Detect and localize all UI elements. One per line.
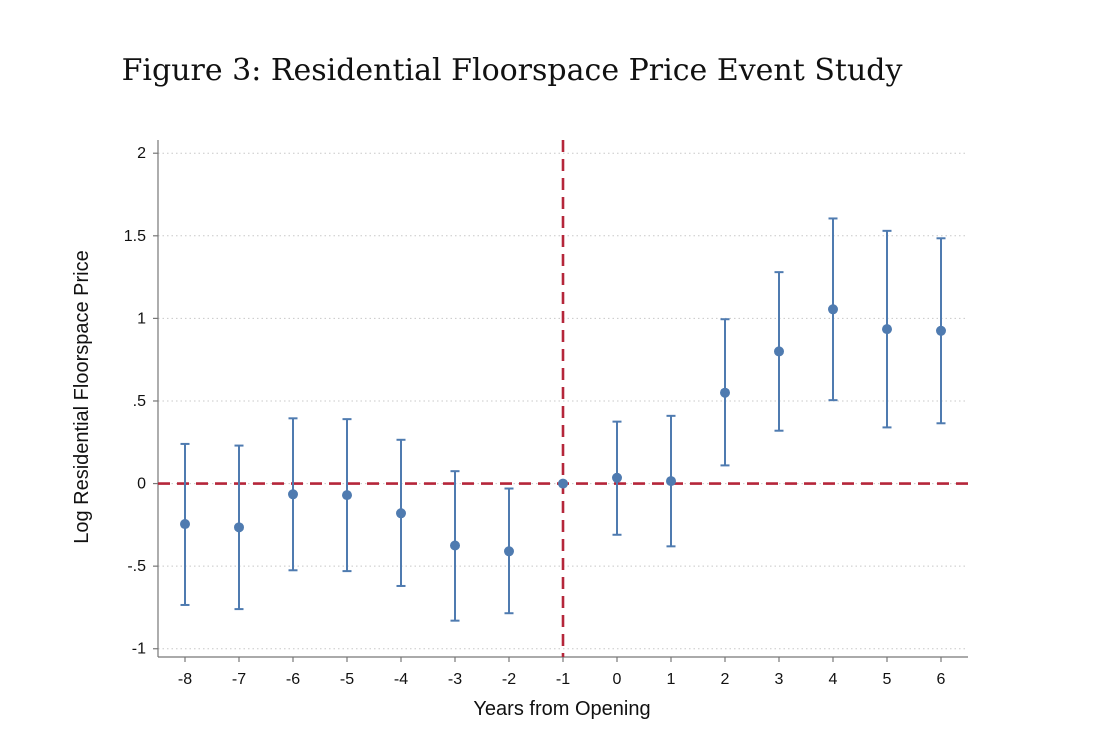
x-tick-label: 6 <box>937 671 946 688</box>
point-estimate <box>936 325 946 336</box>
y-tick-label: -.5 <box>127 558 146 575</box>
point-estimate <box>828 304 838 315</box>
x-tick-label: -8 <box>178 671 192 688</box>
point-estimate <box>882 324 892 335</box>
x-tick-label: 3 <box>775 671 784 688</box>
y-axis-label: Log Residential Floorspace Price <box>71 250 93 544</box>
point-estimate <box>504 546 514 557</box>
point-estimate <box>180 519 190 530</box>
x-tick-label: -2 <box>502 671 516 688</box>
x-tick-label: -5 <box>340 671 354 688</box>
point-estimate <box>666 476 676 487</box>
x-tick-label: 4 <box>829 671 838 688</box>
y-tick-label: .5 <box>133 393 146 410</box>
x-tick-label: -6 <box>286 671 300 688</box>
point-estimate <box>720 387 730 398</box>
point-estimate <box>558 478 568 489</box>
y-tick-label: 1 <box>137 310 146 327</box>
y-tick-label: 1.5 <box>124 228 146 245</box>
x-tick-label: -4 <box>394 671 408 688</box>
point-estimate <box>450 540 460 551</box>
x-tick-label: -1 <box>556 671 570 688</box>
x-tick-label: 1 <box>667 671 676 688</box>
point-estimate <box>234 522 244 533</box>
point-estimate <box>342 490 352 501</box>
x-tick-label: 0 <box>613 671 622 688</box>
x-tick-label: 5 <box>883 671 892 688</box>
axes: -1 -.5 0 .5 1 1.5 2 -8 -7 -6 -5 -4 -3 -2 -1 0 1 2 3 4 5 6 <box>124 140 968 688</box>
x-axis-label: Years from Opening <box>473 698 650 720</box>
y-tick-label: 2 <box>137 145 146 162</box>
point-estimate <box>396 508 406 519</box>
point-estimate <box>612 472 622 483</box>
reference-lines <box>158 140 968 657</box>
point-estimate <box>774 346 784 357</box>
x-tick-label: -3 <box>448 671 462 688</box>
x-tick-label: -7 <box>232 671 246 688</box>
point-estimate <box>288 489 298 500</box>
y-tick-label: 0 <box>137 476 146 493</box>
y-tick-label: -1 <box>132 641 146 658</box>
figure-title: Figure 3: Residential Floorspace Price E… <box>122 53 903 88</box>
estimates <box>180 217 946 622</box>
x-tick-label: 2 <box>721 671 730 688</box>
